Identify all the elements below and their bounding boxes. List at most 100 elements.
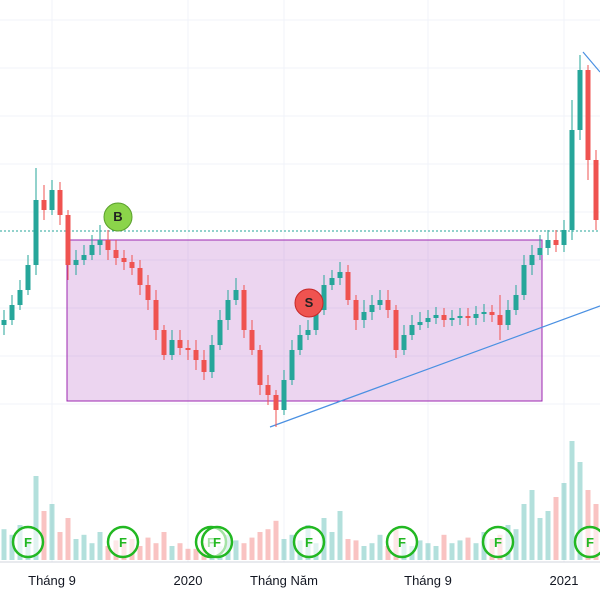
candle-body — [337, 272, 343, 278]
candle-body — [33, 200, 39, 265]
volume-bar — [353, 540, 359, 560]
volume-bar — [177, 543, 183, 560]
candle-body — [417, 322, 423, 325]
volume-bar — [521, 504, 527, 560]
candle-body — [377, 300, 383, 305]
candle-body — [265, 385, 271, 395]
candle-body — [345, 272, 351, 300]
candle-body — [489, 312, 495, 315]
x-tick-label: Tháng 9 — [404, 573, 452, 588]
candle-body — [593, 160, 599, 220]
candle-body — [281, 380, 287, 410]
candle-body — [537, 248, 543, 255]
candle-body — [521, 265, 527, 295]
candle-body — [409, 325, 415, 335]
candle-body — [217, 320, 223, 345]
candle-body — [1, 320, 7, 325]
candle-body — [305, 330, 311, 335]
event-marker[interactable] — [106, 525, 140, 559]
volume-bar — [1, 529, 7, 560]
signal-s: S — [294, 288, 324, 318]
candle-body — [529, 255, 535, 265]
volume-bar — [249, 537, 255, 560]
candle-body — [185, 348, 191, 350]
candle-body — [465, 316, 471, 318]
candle-body — [65, 215, 71, 265]
event-label: F — [586, 535, 594, 550]
event-marker[interactable] — [200, 525, 234, 559]
event-marker[interactable] — [573, 525, 600, 559]
candle-body — [137, 268, 143, 285]
candle-body — [49, 190, 55, 210]
trend-line — [582, 51, 600, 73]
volume-bar — [33, 476, 39, 560]
event-label: F — [119, 535, 127, 550]
volume-bar — [265, 529, 271, 560]
candle-body — [57, 190, 63, 215]
candle-body — [353, 300, 359, 320]
candle-body — [289, 350, 295, 380]
volume-bar — [49, 504, 55, 560]
candle-body — [129, 262, 135, 268]
event-marker[interactable] — [481, 525, 515, 559]
volume-bar — [417, 540, 423, 560]
volume-bar — [561, 483, 567, 560]
volume-bar — [137, 546, 143, 560]
x-tick-label: Tháng Năm — [250, 573, 318, 588]
candle-body — [449, 318, 455, 320]
candle-body — [257, 350, 263, 385]
candle-body — [425, 318, 431, 322]
candle-body — [89, 245, 95, 255]
event-marker[interactable] — [385, 525, 419, 559]
volume-bar — [81, 534, 87, 560]
candle-body — [457, 316, 463, 318]
candle-body — [441, 315, 447, 320]
candle-body — [273, 395, 279, 410]
candle-body — [553, 240, 559, 245]
range-box — [66, 239, 543, 402]
candle-body — [153, 300, 159, 330]
signal-marker[interactable] — [294, 288, 324, 318]
volume-bar — [161, 532, 167, 560]
candle-body — [497, 315, 503, 325]
volume-bar — [289, 534, 295, 560]
volume-bar — [73, 539, 79, 560]
candle-body — [321, 285, 327, 310]
event-label: F — [494, 535, 502, 550]
candle-body — [361, 312, 367, 320]
event-marker[interactable] — [11, 525, 45, 559]
candle-body — [393, 310, 399, 350]
trend-line — [269, 305, 600, 428]
grid — [0, 0, 600, 562]
volume-bar — [57, 532, 63, 560]
candle-body — [73, 260, 79, 265]
signal-label: S — [305, 295, 314, 310]
volume-bar — [9, 534, 15, 560]
candle-body — [193, 350, 199, 360]
candle-body — [177, 340, 183, 348]
volume-bar — [425, 543, 431, 560]
volume-bar — [273, 520, 279, 560]
event-marker[interactable] — [292, 525, 326, 559]
volume-bar — [585, 490, 591, 560]
volume-bar — [241, 543, 247, 560]
candle-body — [481, 312, 487, 314]
volume-bar — [433, 546, 439, 560]
candle-body — [145, 285, 151, 300]
candle-body — [473, 314, 479, 318]
volume-bar — [449, 543, 455, 560]
candle-body — [545, 240, 551, 248]
volume-bar — [169, 546, 175, 560]
volume-bar — [281, 539, 287, 560]
volume-bar — [153, 543, 159, 560]
candle-body — [369, 305, 375, 312]
candle-body — [161, 330, 167, 355]
volume-bar — [513, 529, 519, 560]
candle-body — [41, 200, 47, 210]
signal-marker[interactable] — [103, 202, 133, 232]
volume-bar — [97, 532, 103, 560]
x-tick-label: 2020 — [174, 573, 203, 588]
volume-bar — [577, 462, 583, 560]
volume-bar — [569, 441, 575, 560]
